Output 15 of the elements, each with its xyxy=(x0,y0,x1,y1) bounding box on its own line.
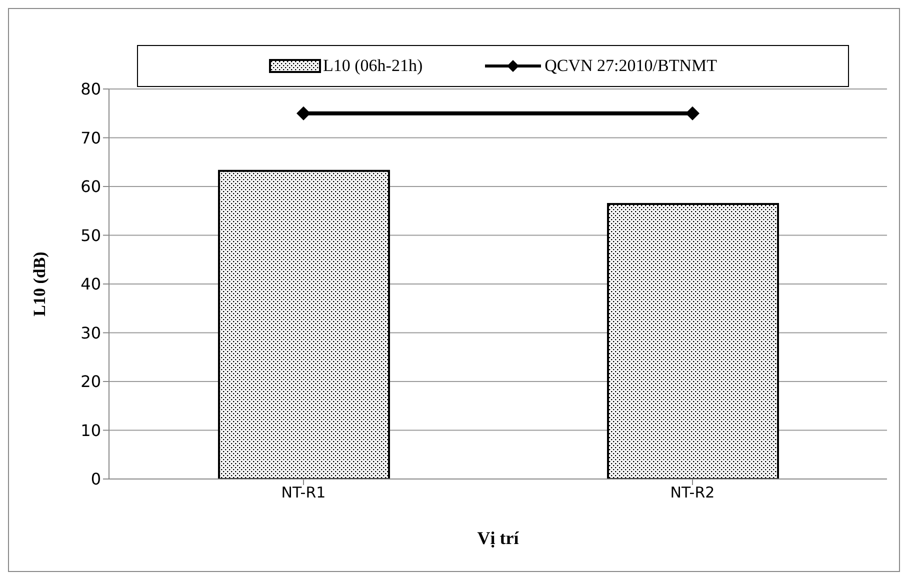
legend-label: QCVN 27:2010/BTNMT xyxy=(544,56,717,76)
x-tick-label: NT-R1 xyxy=(281,484,326,502)
y-tick-label: 80 xyxy=(80,80,101,99)
y-tick-label: 60 xyxy=(80,177,101,196)
y-tick-label: 30 xyxy=(80,323,101,342)
y-tick-label: 10 xyxy=(80,420,101,440)
y-axis-title: L10 (dB) xyxy=(30,252,50,316)
y-tick-label: 70 xyxy=(80,128,101,148)
y-tick-label: 50 xyxy=(80,226,101,245)
y-tick-label: 0 xyxy=(90,470,101,489)
x-tick-label: NT-R2 xyxy=(670,484,715,502)
y-tick-label: 40 xyxy=(80,274,101,294)
x-axis-title: Vị trí xyxy=(477,528,520,548)
legend-label: L10 (06h-21h) xyxy=(323,56,423,76)
y-tick-label: 20 xyxy=(80,372,101,392)
